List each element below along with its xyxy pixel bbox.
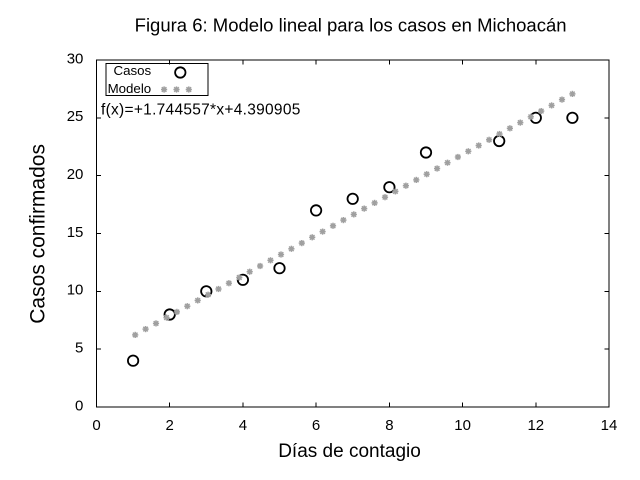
svg-text:Casos confirmados: Casos confirmados (26, 144, 49, 324)
svg-text:15: 15 (67, 224, 84, 241)
svg-text:Casos: Casos (113, 63, 151, 78)
svg-text:10: 10 (67, 282, 84, 299)
svg-text:25: 25 (67, 108, 84, 125)
svg-text:Días de contagio: Días de contagio (278, 441, 421, 462)
svg-text:6: 6 (312, 417, 320, 434)
svg-text:0: 0 (92, 417, 100, 434)
svg-text:f(x)=+1.744557*x+4.390905: f(x)=+1.744557*x+4.390905 (101, 102, 301, 119)
svg-text:8: 8 (385, 417, 393, 434)
svg-text:12: 12 (527, 417, 544, 434)
svg-text:Figura 6: Modelo lineal para l: Figura 6: Modelo lineal para los casos e… (135, 15, 567, 36)
svg-text:4: 4 (239, 417, 247, 434)
svg-text:14: 14 (601, 417, 618, 434)
svg-text:10: 10 (454, 417, 471, 434)
svg-text:5: 5 (75, 340, 83, 357)
svg-text:Modelo: Modelo (108, 81, 152, 96)
svg-text:2: 2 (166, 417, 174, 434)
svg-text:30: 30 (67, 50, 84, 67)
svg-text:0: 0 (75, 397, 83, 414)
svg-text:20: 20 (67, 166, 84, 183)
